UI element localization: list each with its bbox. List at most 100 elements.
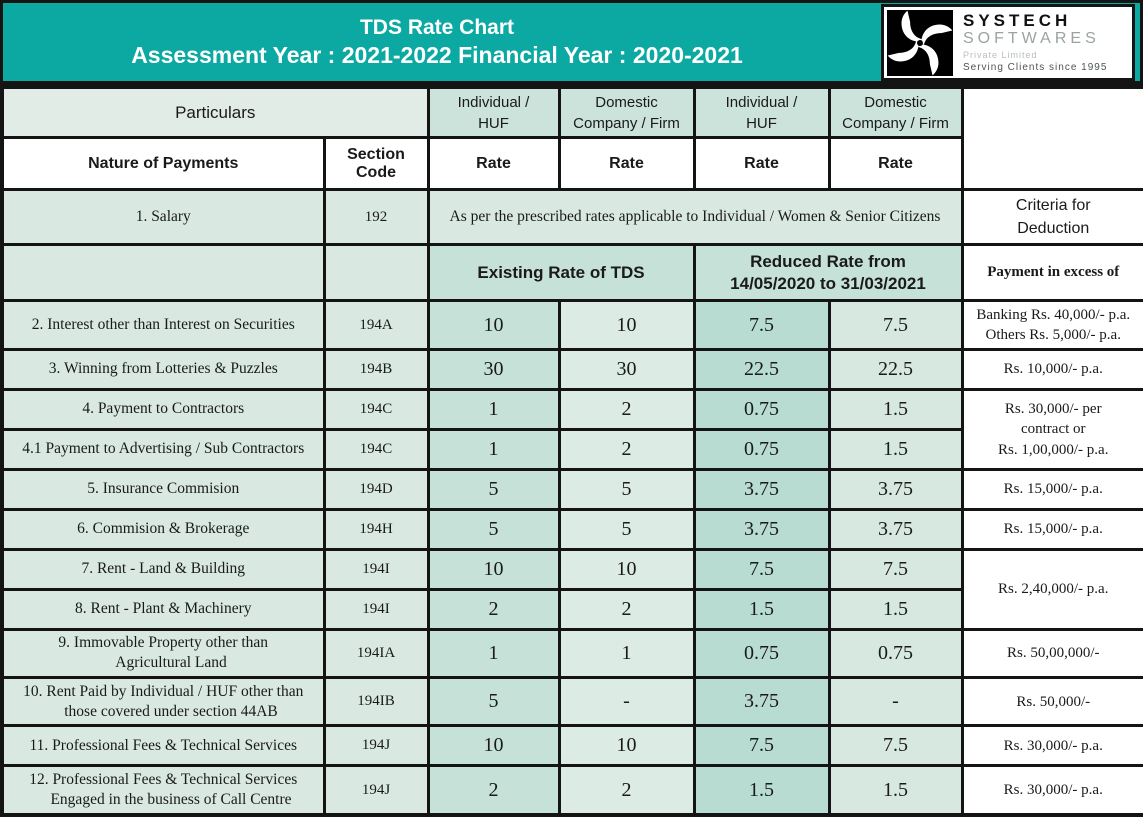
section-code-cell: 194H [322,507,430,551]
particulars-cell: 9. Immovable Property other than Agricul… [0,627,326,680]
rate-cell: 1.5 [827,587,964,631]
table-row: 8. Rent - Plant & Machinery 194I 2 2 1.5… [0,587,1143,631]
rate-cell: - [557,676,696,728]
rate-cell: 1.5 [827,388,964,431]
rate-cell: 3.75 [827,467,964,511]
rate-cell: 5 [426,507,561,551]
rate-cell: 2 [557,587,696,631]
rate-cell: 2 [426,587,561,631]
particulars-cell: 7. Rent - Land & Building [0,547,326,591]
rate-cell: 2 [557,764,696,817]
rate-header-2: Rate [557,136,696,192]
rate-header-4: Rate [827,136,964,192]
criteria-cell: Rs. 30,000/- per contract or Rs. 1,00,00… [960,388,1143,471]
table-row: 4.1 Payment to Advertising / Sub Contrac… [0,427,1143,471]
rate-cell: 10 [557,547,696,591]
col-header-domestic-company-existing: Domestic Company / Firm [557,85,696,140]
rate-cell: 1.5 [827,764,964,817]
rate-cell: 7.5 [827,724,964,768]
section-code-cell: 194C [322,388,430,431]
rate-cell: 2 [557,427,696,471]
rate-cell: 0.75 [692,627,831,680]
particulars-cell: 5. Insurance Commision [0,467,326,511]
rate-cell: 2 [426,764,561,817]
particulars-cell: 12. Professional Fees & Technical Servic… [0,764,326,817]
criteria-cell: Rs. 10,000/- p.a. [960,348,1143,392]
rate-cell: 1 [426,427,561,471]
rate-cell: 7.5 [692,299,831,352]
rate-cell: 22.5 [827,348,964,392]
rate-cell: 10 [426,724,561,768]
rate-cell: 10 [557,724,696,768]
particulars-cell: 2. Interest other than Interest on Secur… [0,299,326,352]
logo-subtitle: Private Limited [963,50,1038,61]
rate-cell: 7.5 [692,547,831,591]
page-title: TDS Rate Chart [359,15,515,39]
criteria-cell: Rs. 50,00,000/- [960,627,1143,680]
rate-cell: 2 [557,388,696,431]
rate-cell: 1 [557,627,696,680]
section-code-cell: 192 [322,188,430,247]
empty-header-cell [960,85,1143,192]
column-header-row: Nature of Payments Section Code Rate Rat… [0,136,1143,192]
empty-section-cell [322,243,430,303]
banner-text: TDS Rate Chart Assessment Year : 2021-20… [3,3,871,81]
rate-cell: - [827,676,964,728]
col-header-individual-huf-existing: Individual / HUF [426,85,561,140]
rate-cell: 7.5 [692,724,831,768]
criteria-cell: Banking Rs. 40,000/- p.a. Others Rs. 5,0… [960,299,1143,352]
rate-cell: 5 [426,467,561,511]
table-row: 7. Rent - Land & Building 194I 10 10 7.5… [0,547,1143,631]
rate-cell: 5 [426,676,561,728]
tds-rate-table: Particulars Individual / HUF Domestic Co… [0,85,1143,817]
empty-particulars-cell [0,243,326,303]
logo-tagline: Serving Clients since 1995 [963,61,1108,73]
existing-rate-header: Existing Rate of TDS [426,243,696,303]
rate-group-subheader-row: Existing Rate of TDS Reduced Rate from 1… [0,243,1143,303]
rate-cell: 10 [426,299,561,352]
rate-cell: 0.75 [692,388,831,431]
table-row: 5. Insurance Commision 194D 5 5 3.75 3.7… [0,467,1143,511]
section-code-header: Section Code [322,136,430,192]
table-row: 3. Winning from Lotteries & Puzzles 194B… [0,348,1143,392]
rate-cell: 1.5 [692,764,831,817]
particulars-cell: 4.1 Payment to Advertising / Sub Contrac… [0,427,326,471]
logo-text: SYSTECH SOFTWARES Private Limited Servin… [963,10,1108,74]
particulars-cell: 11. Professional Fees & Technical Servic… [0,724,326,768]
criteria-cell: Rs. 2,40,000/- p.a. [960,547,1143,631]
logo-name-bottom: SOFTWARES [963,29,1100,47]
table-row: 10. Rent Paid by Individual / HUF other … [0,676,1143,728]
criteria-cell: Rs. 30,000/- p.a. [960,764,1143,817]
table-row: 9. Immovable Property other than Agricul… [0,627,1143,680]
section-code-cell: 194IB [322,676,430,728]
table-row: 6. Commision & Brokerage 194H 5 5 3.75 3… [0,507,1143,551]
company-logo: SYSTECH SOFTWARES Private Limited Servin… [881,4,1135,81]
page-banner: TDS Rate Chart Assessment Year : 2021-20… [0,0,1143,85]
particulars-cell: 8. Rent - Plant & Machinery [0,587,326,631]
rate-cell: 5 [557,507,696,551]
table-row: 2. Interest other than Interest on Secur… [0,299,1143,352]
rate-cell: 1.5 [692,587,831,631]
rate-cell: 5 [557,467,696,511]
page-subtitle: Assessment Year : 2021-2022 Financial Ye… [131,41,743,68]
logo-name-top: SYSTECH [963,10,1072,30]
section-code-cell: 194I [322,547,430,591]
particulars-cell: 10. Rent Paid by Individual / HUF other … [0,676,326,728]
rate-cell: 0.75 [692,427,831,471]
col-header-individual-huf-reduced: Individual / HUF [692,85,831,140]
nature-of-payments-header: Nature of Payments [0,136,326,192]
particulars-cell: 4. Payment to Contractors [0,388,326,431]
rate-cell: 10 [557,299,696,352]
rate-cell: 30 [426,348,561,392]
section-code-cell: 194J [322,764,430,817]
criteria-for-deduction-header: Criteria for Deduction [960,188,1143,247]
criteria-cell: Rs. 15,000/- p.a. [960,507,1143,551]
section-code-cell: 194J [322,724,430,768]
col-header-domestic-company-reduced: Domestic Company / Firm [827,85,964,140]
particulars-cell: 6. Commision & Brokerage [0,507,326,551]
table-row: 4. Payment to Contractors 194C 1 2 0.75 … [0,388,1143,471]
particulars-cell: 1. Salary [0,188,326,247]
rate-cell: 1.5 [827,427,964,471]
rate-cell: 1 [426,627,561,680]
